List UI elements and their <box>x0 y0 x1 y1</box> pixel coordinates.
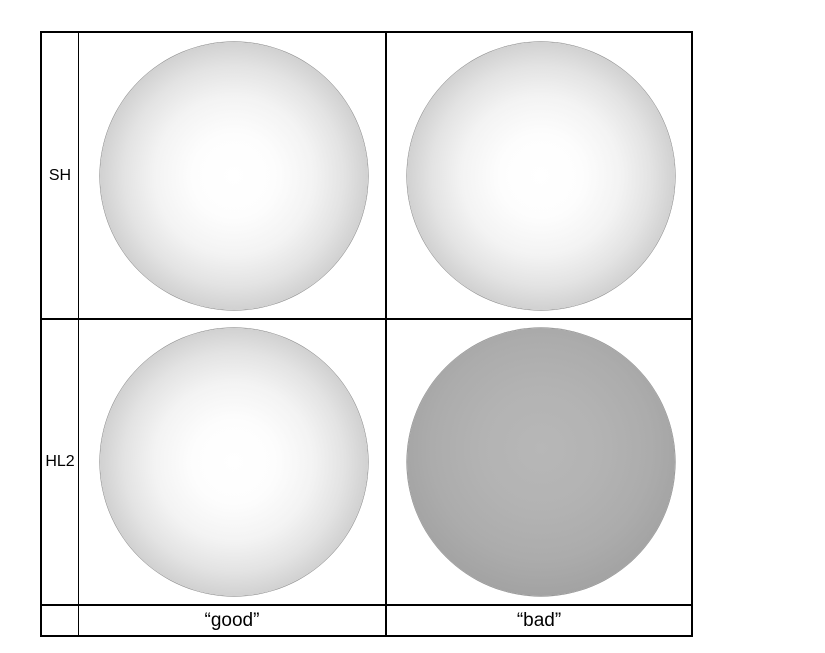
row-label: HL2 <box>45 453 75 470</box>
sphere-hl2-bad <box>407 328 675 596</box>
row-label: SH <box>48 166 72 184</box>
column-header-bad: “bad” <box>387 606 691 635</box>
sphere-sh-good <box>100 42 368 310</box>
table-border-bottom <box>40 635 693 637</box>
table-border-top <box>40 31 693 33</box>
table-border-left <box>40 31 42 637</box>
column-label: “bad” <box>516 609 562 631</box>
table-border-right <box>691 31 693 637</box>
row-header-sh: SH <box>42 33 78 318</box>
table-row-divider-2 <box>40 604 693 606</box>
table-row-divider-1 <box>40 318 693 320</box>
sphere-sh-bad <box>407 42 675 310</box>
column-label: “good” <box>204 609 260 631</box>
row-header-hl2: HL2 <box>42 320 78 604</box>
column-header-good: “good” <box>79 606 385 635</box>
table-col-divider-1 <box>78 31 79 637</box>
sphere-hl2-good <box>100 328 368 596</box>
table-col-divider-2 <box>385 31 387 637</box>
comparison-table: SH HL2 “good” “bad” <box>40 31 693 637</box>
